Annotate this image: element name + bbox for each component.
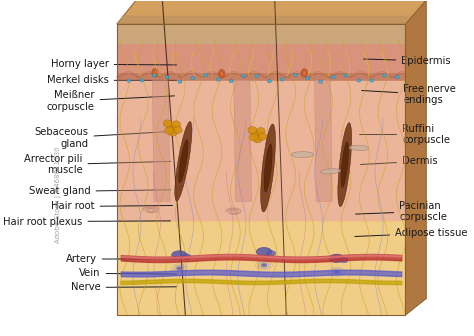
Circle shape [383, 74, 386, 77]
Circle shape [255, 75, 259, 78]
Circle shape [256, 128, 265, 135]
Text: Horny layer: Horny layer [51, 59, 176, 69]
Circle shape [357, 79, 361, 82]
Ellipse shape [338, 123, 352, 207]
Ellipse shape [176, 267, 182, 270]
Circle shape [395, 75, 399, 79]
Ellipse shape [339, 257, 348, 263]
Circle shape [178, 80, 182, 83]
Circle shape [293, 73, 297, 77]
Circle shape [252, 131, 260, 138]
Circle shape [165, 127, 173, 134]
Ellipse shape [349, 145, 369, 151]
Text: Ruffini
corpuscle: Ruffini corpuscle [360, 124, 450, 145]
Ellipse shape [261, 263, 267, 266]
Ellipse shape [264, 144, 272, 192]
Text: Sebaceous
gland: Sebaceous gland [35, 127, 173, 149]
Ellipse shape [329, 254, 344, 262]
Ellipse shape [256, 248, 272, 256]
Circle shape [163, 120, 172, 127]
Text: Free nerve
endings: Free nerve endings [362, 84, 456, 105]
Circle shape [249, 133, 258, 141]
Circle shape [306, 77, 310, 80]
Ellipse shape [302, 71, 306, 76]
Polygon shape [152, 79, 170, 202]
Ellipse shape [261, 124, 275, 212]
Text: Epidermis: Epidermis [364, 56, 451, 66]
Circle shape [253, 135, 262, 143]
Bar [117, 221, 405, 315]
Circle shape [319, 80, 323, 83]
Circle shape [203, 73, 208, 77]
Circle shape [280, 78, 284, 81]
Circle shape [258, 133, 267, 140]
Text: Hair root: Hair root [51, 202, 173, 211]
Text: Nerve: Nerve [71, 283, 176, 292]
Circle shape [168, 129, 177, 136]
Circle shape [248, 127, 257, 134]
Text: Vein: Vein [79, 268, 176, 279]
Ellipse shape [341, 142, 348, 187]
Ellipse shape [219, 69, 225, 78]
Circle shape [140, 79, 144, 82]
Circle shape [370, 79, 374, 82]
Circle shape [344, 74, 348, 77]
Text: Pacinian
corpuscle: Pacinian corpuscle [356, 201, 447, 222]
Ellipse shape [175, 122, 192, 201]
Circle shape [173, 126, 182, 133]
Ellipse shape [182, 254, 191, 259]
Polygon shape [234, 79, 252, 202]
Polygon shape [405, 0, 426, 315]
Ellipse shape [335, 271, 338, 272]
Ellipse shape [320, 169, 341, 174]
Polygon shape [117, 0, 426, 24]
Ellipse shape [292, 152, 313, 158]
Bar [117, 80, 405, 221]
Circle shape [167, 124, 176, 131]
Text: Artery: Artery [65, 254, 176, 264]
Text: Hair root plexus: Hair root plexus [3, 216, 171, 226]
Bar [117, 44, 405, 81]
Circle shape [191, 77, 195, 80]
Text: Dermis: Dermis [360, 156, 438, 166]
Circle shape [127, 79, 131, 82]
Circle shape [172, 121, 181, 128]
Ellipse shape [172, 251, 187, 259]
Circle shape [331, 76, 335, 79]
Ellipse shape [153, 70, 157, 75]
Circle shape [229, 80, 233, 83]
Text: Arrector pili
muscle: Arrector pili muscle [24, 154, 171, 175]
Text: Adipose tissue: Adipose tissue [355, 228, 468, 238]
Ellipse shape [178, 267, 181, 269]
Text: Adobe Stock | #468811730: Adobe Stock | #468811730 [55, 146, 62, 243]
Bar [117, 24, 405, 44]
Circle shape [153, 74, 156, 77]
Bar [117, 73, 405, 81]
Polygon shape [314, 79, 332, 202]
Text: Sweat gland: Sweat gland [29, 186, 171, 197]
Circle shape [216, 78, 220, 81]
Ellipse shape [152, 68, 158, 77]
Ellipse shape [301, 69, 308, 77]
Ellipse shape [179, 140, 188, 183]
Circle shape [242, 75, 246, 78]
Circle shape [267, 80, 272, 83]
Polygon shape [117, 16, 411, 24]
Text: Meißner
corpuscle: Meißner corpuscle [46, 90, 174, 112]
Circle shape [165, 76, 169, 79]
Ellipse shape [267, 251, 276, 256]
Bar [117, 100, 405, 195]
Ellipse shape [220, 71, 224, 76]
Ellipse shape [334, 270, 339, 273]
Text: Merkel disks: Merkel disks [47, 75, 176, 85]
Ellipse shape [263, 264, 265, 266]
